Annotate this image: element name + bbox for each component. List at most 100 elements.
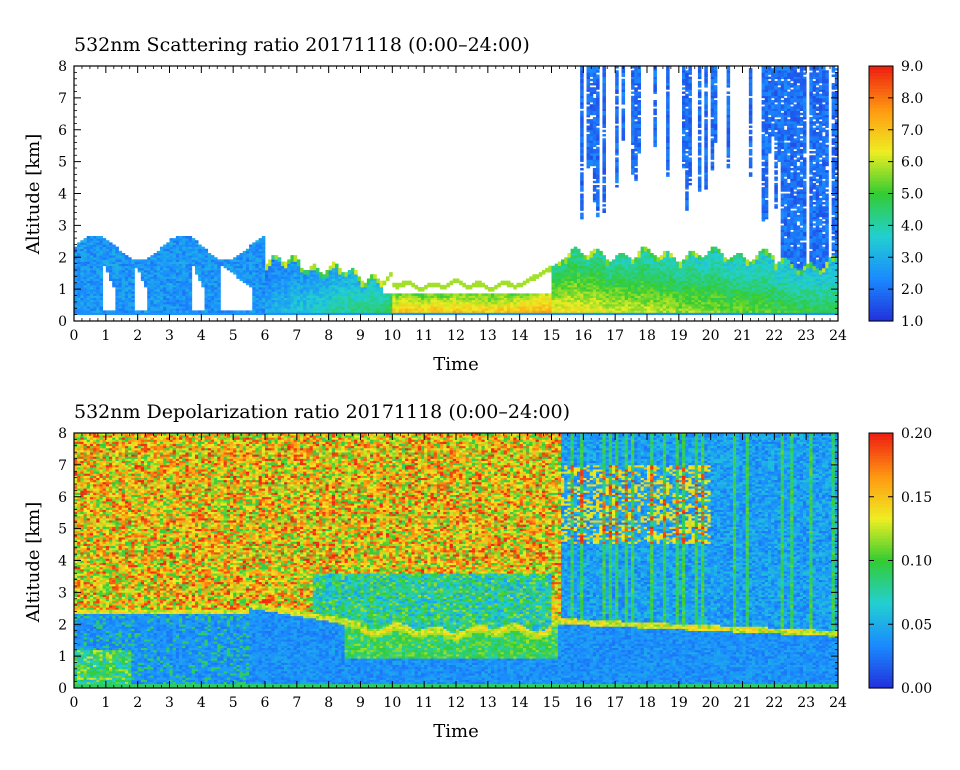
heatmap-cell bbox=[469, 306, 473, 308]
heatmap-cell bbox=[593, 268, 597, 270]
heatmap-cell bbox=[427, 293, 431, 295]
heatmap-cell bbox=[262, 245, 266, 247]
heatmap-cell bbox=[262, 270, 266, 272]
heatmap-cell bbox=[357, 285, 361, 287]
heatmap-cell bbox=[615, 134, 619, 136]
heatmap-cell bbox=[262, 306, 266, 308]
heatmap-cell bbox=[93, 279, 97, 281]
heatmap-cell bbox=[443, 302, 447, 304]
heatmap-cell bbox=[131, 306, 135, 308]
heatmap-cell bbox=[622, 259, 626, 261]
heatmap-cell bbox=[179, 285, 183, 287]
heatmap-cell bbox=[189, 257, 193, 259]
heatmap-cell bbox=[637, 149, 641, 151]
heatmap-cell bbox=[306, 302, 310, 304]
heatmap-cell bbox=[275, 302, 279, 304]
heatmap-cell bbox=[606, 306, 610, 308]
heatmap-cell bbox=[647, 272, 651, 274]
heatmap-cell bbox=[259, 276, 263, 278]
heatmap-cell bbox=[590, 113, 594, 115]
heatmap-cell bbox=[90, 298, 94, 300]
heatmap-cell bbox=[380, 296, 384, 298]
heatmap-cell bbox=[641, 262, 645, 264]
heatmap-cell bbox=[208, 283, 212, 285]
heatmap-cell bbox=[338, 308, 342, 310]
heatmap-cell bbox=[478, 293, 482, 295]
heatmap-cell bbox=[262, 296, 266, 298]
heatmap-cell bbox=[590, 106, 594, 108]
heatmap-cell bbox=[615, 285, 619, 287]
heatmap-cell bbox=[182, 313, 186, 315]
heatmap-cell bbox=[587, 308, 591, 310]
heatmap-cell bbox=[615, 145, 619, 147]
heatmap-cell bbox=[125, 279, 129, 281]
heatmap-cell bbox=[389, 293, 393, 295]
heatmap-cell bbox=[313, 306, 317, 308]
heatmap-cell bbox=[462, 300, 466, 302]
heatmap-cell bbox=[262, 266, 266, 268]
heatmap-cell bbox=[370, 281, 374, 283]
heatmap-cell bbox=[310, 300, 314, 302]
heatmap-cell bbox=[80, 300, 84, 302]
heatmap-cell bbox=[427, 310, 431, 312]
heatmap-cell bbox=[364, 293, 368, 295]
heatmap-cell bbox=[612, 302, 616, 304]
heatmap-cell bbox=[558, 300, 562, 302]
heatmap-cell bbox=[262, 281, 266, 283]
heatmap-cell bbox=[80, 296, 84, 298]
heatmap-cell bbox=[634, 145, 638, 147]
heatmap-cell bbox=[399, 302, 403, 304]
heatmap-cell bbox=[590, 72, 594, 74]
heatmap-cell bbox=[631, 291, 635, 293]
heatmap-cell bbox=[185, 313, 189, 315]
heatmap-cell bbox=[160, 300, 164, 302]
heatmap-cell bbox=[599, 251, 603, 253]
heatmap-cell bbox=[345, 281, 349, 283]
heatmap-cell bbox=[443, 304, 447, 306]
heatmap-cell bbox=[195, 259, 199, 261]
heatmap-cell bbox=[125, 281, 129, 283]
heatmap-cell bbox=[275, 300, 279, 302]
heatmap-cell bbox=[144, 310, 148, 312]
heatmap-cell bbox=[84, 268, 88, 270]
heatmap-cell bbox=[300, 289, 304, 291]
heatmap-cell bbox=[437, 308, 441, 310]
heatmap-cell bbox=[246, 255, 250, 257]
heatmap-cell bbox=[622, 291, 626, 293]
heatmap-cell bbox=[192, 259, 196, 261]
heatmap-cell bbox=[128, 308, 132, 310]
heatmap-cell bbox=[542, 296, 546, 298]
heatmap-cell bbox=[596, 174, 600, 176]
heatmap-cell bbox=[125, 276, 129, 278]
heatmap-cell bbox=[450, 304, 454, 306]
heatmap-cell bbox=[590, 123, 594, 125]
heatmap-cell bbox=[214, 257, 218, 259]
heatmap-cell bbox=[504, 300, 508, 302]
heatmap-cell bbox=[539, 300, 543, 302]
heatmap-cell bbox=[208, 306, 212, 308]
heatmap-cell bbox=[147, 259, 151, 261]
heatmap-cell bbox=[396, 308, 400, 310]
heatmap-cell bbox=[618, 262, 622, 264]
heatmap-cell bbox=[536, 274, 540, 276]
heatmap-cell bbox=[322, 283, 326, 285]
heatmap-cell bbox=[306, 310, 310, 312]
heatmap-cell bbox=[335, 279, 339, 281]
heatmap-cell bbox=[252, 300, 256, 302]
heatmap-cell bbox=[580, 147, 584, 149]
heatmap-cell bbox=[182, 310, 186, 312]
heatmap-cell bbox=[294, 296, 298, 298]
heatmap-cell bbox=[434, 293, 438, 295]
heatmap-cell bbox=[443, 287, 447, 289]
heatmap-cell bbox=[170, 253, 174, 255]
heatmap-cell bbox=[271, 262, 275, 264]
heatmap-cell bbox=[259, 272, 263, 274]
heatmap-cell bbox=[287, 300, 291, 302]
heatmap-cell bbox=[138, 266, 142, 268]
heatmap-cell bbox=[453, 310, 457, 312]
heatmap-cell bbox=[103, 240, 107, 242]
heatmap-cell bbox=[361, 302, 365, 304]
heatmap-cell bbox=[459, 302, 463, 304]
heatmap-cell bbox=[552, 313, 556, 315]
heatmap-cell bbox=[195, 270, 199, 272]
